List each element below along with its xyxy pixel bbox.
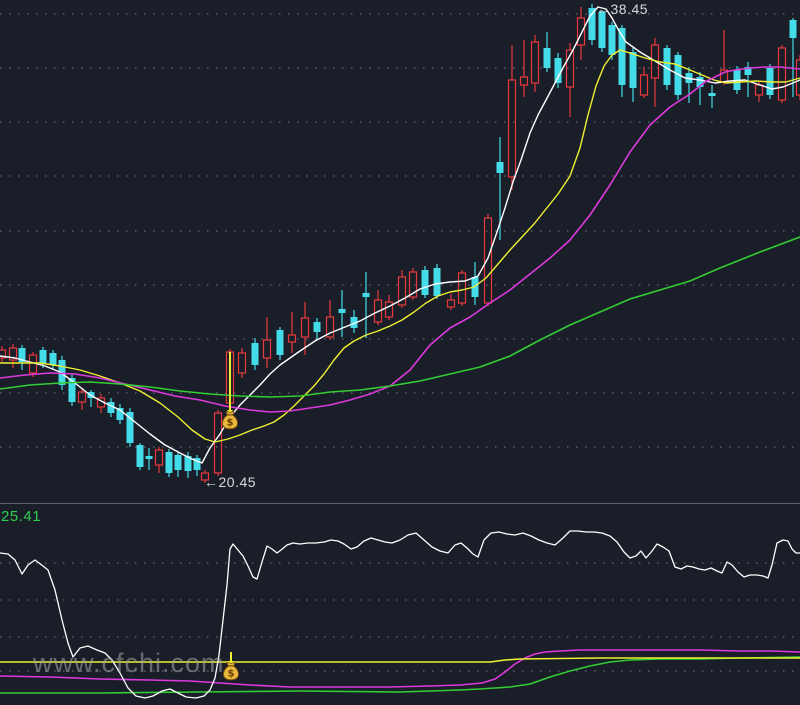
panel-divider bbox=[0, 503, 800, 504]
price-high-label: ←38.45 bbox=[596, 1, 649, 17]
money-bag-icon-buy-signal: $ bbox=[221, 410, 239, 430]
watermark: www.cfchi.com bbox=[33, 648, 225, 678]
price-low-label: ←20.45 bbox=[204, 474, 257, 490]
money-bag-glyph: $ bbox=[221, 411, 239, 430]
indicator-value-label: 25.41 bbox=[1, 508, 42, 525]
svg-text:$: $ bbox=[227, 418, 234, 429]
money-bag-glyph: $ bbox=[222, 662, 240, 681]
svg-text:$: $ bbox=[228, 669, 235, 680]
money-bag-icon-indicator-signal: $ bbox=[222, 661, 240, 681]
